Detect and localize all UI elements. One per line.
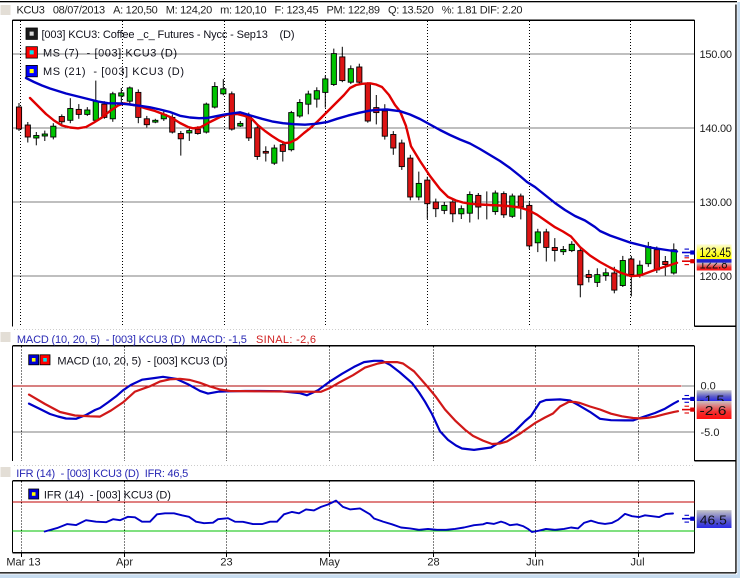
svg-text:Mar 13: Mar 13 bbox=[6, 557, 40, 569]
svg-text:150.00: 150.00 bbox=[700, 49, 733, 61]
svg-text:MACD (10, 20, 5) - [003] KCU3: MACD (10, 20, 5) - [003] KCU3 (D) bbox=[57, 355, 227, 367]
svg-text:May: May bbox=[319, 557, 340, 569]
svg-text:IFR (14) - [003] KCU3 (D): IFR (14) - [003] KCU3 (D) bbox=[44, 490, 171, 502]
svg-text:130.00: 130.00 bbox=[700, 197, 733, 209]
svg-text:Jun: Jun bbox=[526, 557, 544, 569]
svg-text:SINAL: -2,6: SINAL: -2,6 bbox=[256, 334, 316, 346]
svg-text:IFR (14) - [003] KCU3 (D) IF: IFR (14) - [003] KCU3 (D) IFR: 46,5 bbox=[16, 468, 188, 480]
svg-text:MACD (10, 20, 5) - [003] KCU3: MACD (10, 20, 5) - [003] KCU3 (D) MACD: … bbox=[17, 334, 247, 346]
svg-text:23: 23 bbox=[220, 557, 232, 569]
svg-text:-5.0: -5.0 bbox=[701, 427, 720, 439]
svg-text:Jul: Jul bbox=[630, 557, 644, 569]
svg-text:120.00: 120.00 bbox=[700, 271, 733, 283]
svg-text:140.00: 140.00 bbox=[700, 123, 733, 135]
svg-text:46.5: 46.5 bbox=[700, 512, 727, 527]
svg-text:0.0: 0.0 bbox=[701, 381, 716, 393]
svg-text:122.8: 122.8 bbox=[700, 257, 728, 272]
svg-text:KCU3 08/07/2013 A: 120,50: KCU3 08/07/2013 A: 120,50 M: 124,20 m: 1… bbox=[17, 5, 523, 17]
svg-text:28: 28 bbox=[427, 557, 439, 569]
svg-text:Apr: Apr bbox=[116, 557, 133, 569]
svg-text:MS (7) - [003] KCU3 (D): MS (7) - [003] KCU3 (D) bbox=[43, 48, 177, 60]
svg-text:MS (21) - [003] KCU3 (D): MS (21) - [003] KCU3 (D) bbox=[43, 66, 184, 78]
svg-text:[003] KCU3: Coffee _c_ Futures: [003] KCU3: Coffee _c_ Futures - Nycc - … bbox=[42, 29, 295, 41]
svg-text:123.45: 123.45 bbox=[700, 245, 732, 260]
svg-text:-2.6: -2.6 bbox=[700, 403, 727, 418]
